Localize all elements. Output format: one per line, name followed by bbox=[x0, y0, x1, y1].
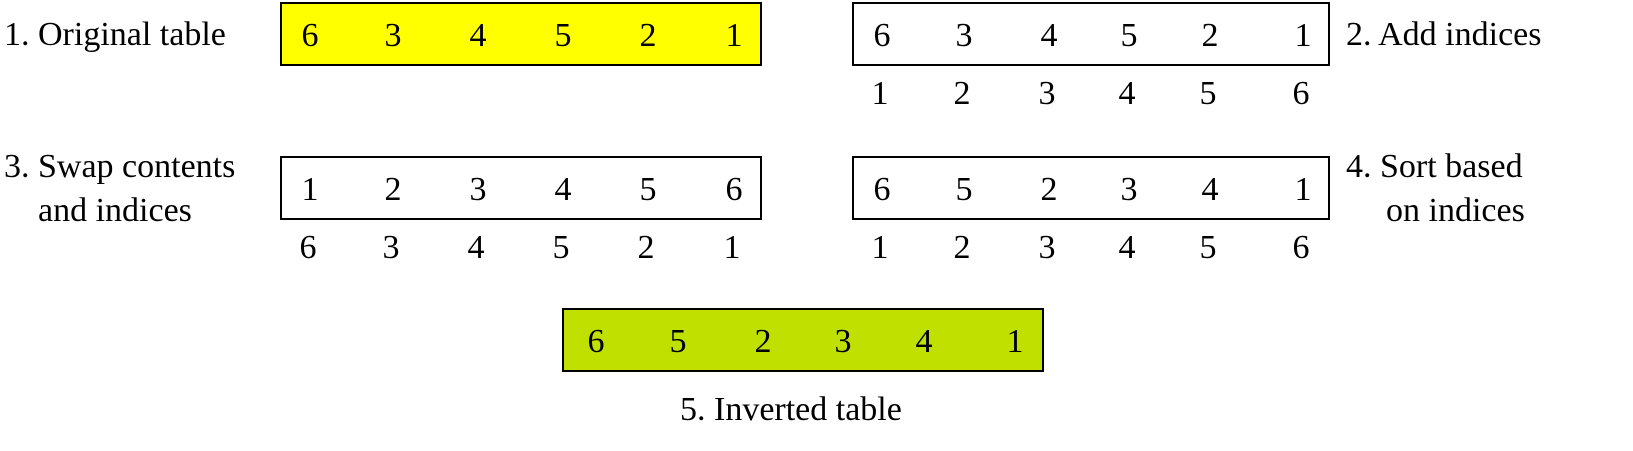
index-cell: 3 bbox=[382, 229, 400, 266]
table-cell: 3 bbox=[955, 17, 973, 54]
index-cell: 4 bbox=[467, 229, 485, 266]
step1-label: 1. Original table bbox=[4, 16, 226, 53]
index-cell: 5 bbox=[1199, 229, 1217, 266]
table-cell: 1 bbox=[725, 17, 743, 54]
table-cell: 3 bbox=[469, 171, 487, 208]
index-cell: 2 bbox=[953, 75, 971, 112]
table-cell: 3 bbox=[384, 17, 402, 54]
index-cell: 1 bbox=[723, 229, 741, 266]
step3-label-line1: 3. Swap contents bbox=[4, 148, 236, 185]
table-cell: 1 bbox=[1006, 323, 1024, 360]
table-cell: 6 bbox=[725, 171, 743, 208]
original-table: 6 3 4 5 2 1 bbox=[280, 2, 762, 66]
table-cell: 2 bbox=[1040, 171, 1058, 208]
table-cell: 2 bbox=[639, 17, 657, 54]
sorted-table-indices: 1 2 3 4 5 6 bbox=[852, 228, 1330, 268]
index-cell: 1 bbox=[871, 229, 889, 266]
index-cell: 4 bbox=[1118, 229, 1136, 266]
table-cell: 5 bbox=[669, 323, 687, 360]
index-cell: 6 bbox=[1292, 229, 1310, 266]
index-cell: 4 bbox=[1118, 75, 1136, 112]
table-cell: 4 bbox=[1201, 171, 1219, 208]
table-cell: 4 bbox=[554, 171, 572, 208]
swapped-table: 1 2 3 4 5 6 bbox=[280, 156, 762, 220]
table-cell: 6 bbox=[301, 17, 319, 54]
table-cell: 4 bbox=[1040, 17, 1058, 54]
table-cell: 3 bbox=[834, 323, 852, 360]
table-cell: 1 bbox=[1294, 17, 1312, 54]
table-cell: 5 bbox=[639, 171, 657, 208]
inverted-table: 6 5 2 3 4 1 bbox=[562, 308, 1044, 372]
step2-label: 2. Add indices bbox=[1346, 16, 1542, 53]
index-cell: 3 bbox=[1038, 75, 1056, 112]
index-cell: 2 bbox=[637, 229, 655, 266]
table-cell: 6 bbox=[873, 171, 891, 208]
table-cell: 4 bbox=[915, 323, 933, 360]
table-cell: 2 bbox=[384, 171, 402, 208]
table-cell: 6 bbox=[587, 323, 605, 360]
index-cell: 2 bbox=[953, 229, 971, 266]
sorted-table: 6 5 2 3 4 1 bbox=[852, 156, 1330, 220]
table-cell: 1 bbox=[1294, 171, 1312, 208]
table-cell: 5 bbox=[955, 171, 973, 208]
table-cell: 4 bbox=[469, 17, 487, 54]
swapped-table-indices: 6 3 4 5 2 1 bbox=[280, 228, 762, 268]
index-cell: 6 bbox=[1292, 75, 1310, 112]
index-cell: 5 bbox=[552, 229, 570, 266]
index-cell: 3 bbox=[1038, 229, 1056, 266]
table-cell: 2 bbox=[754, 323, 772, 360]
table-cell: 1 bbox=[301, 171, 319, 208]
step3-label-line2: and indices bbox=[38, 192, 192, 229]
step4-label-line1: 4. Sort based bbox=[1346, 148, 1523, 185]
table-cell: 6 bbox=[873, 17, 891, 54]
index-cell: 1 bbox=[871, 75, 889, 112]
step4-label-line2: on indices bbox=[1386, 192, 1525, 229]
step5-label: 5. Inverted table bbox=[680, 391, 902, 428]
table-cell: 2 bbox=[1201, 17, 1219, 54]
indexed-table: 6 3 4 5 2 1 bbox=[852, 2, 1330, 66]
index-cell: 5 bbox=[1199, 75, 1217, 112]
step3-label: 3. Swap contents and indices bbox=[4, 145, 235, 233]
table-cell: 3 bbox=[1120, 171, 1138, 208]
step4-label: 4. Sort based on indices bbox=[1346, 145, 1525, 233]
table-cell: 5 bbox=[554, 17, 572, 54]
index-cell: 6 bbox=[299, 229, 317, 266]
table-cell: 5 bbox=[1120, 17, 1138, 54]
indexed-table-indices: 1 2 3 4 5 6 bbox=[852, 74, 1330, 114]
